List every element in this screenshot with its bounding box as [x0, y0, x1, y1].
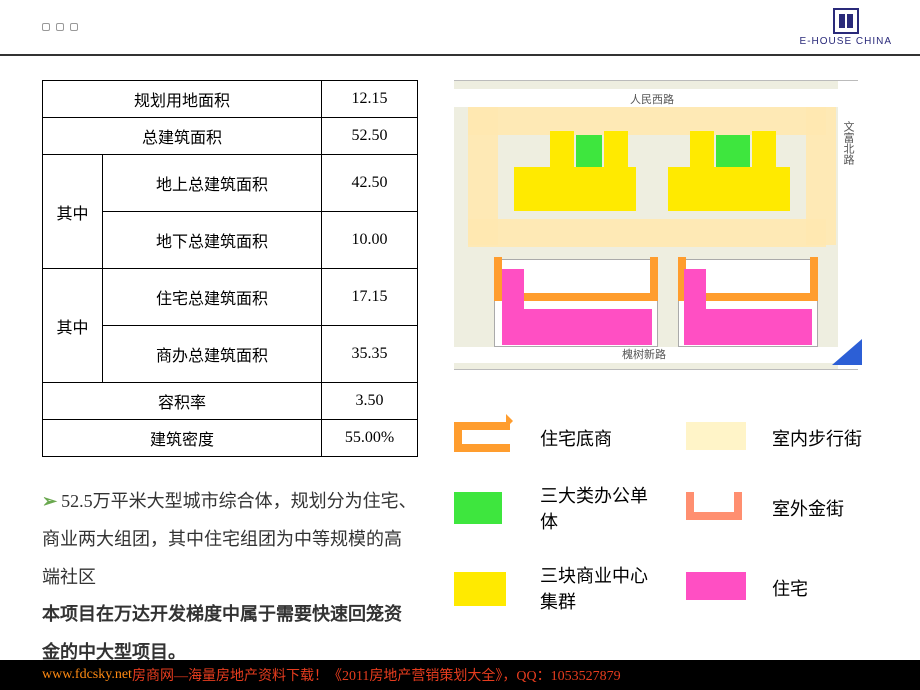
- legend-label: 室内步行街: [772, 425, 862, 451]
- legend-item: 住宅底商: [454, 422, 660, 454]
- legend-label: 室外金街: [772, 495, 844, 521]
- group-head: 其中: [43, 269, 103, 383]
- legend-label: 住宅底商: [540, 425, 612, 451]
- main-content: 规划用地面积 12.15 总建筑面积 52.50 其中 地上总建筑面积 42.5…: [0, 56, 920, 680]
- legend-item: 三块商业中心集群: [454, 562, 660, 614]
- table-row: 其中 地上总建筑面积 42.50: [43, 155, 418, 212]
- legend: 住宅底商 室内步行街 三大类办公单体 室外金街 三块商业中心集群 住宅: [454, 422, 892, 614]
- legend-item: 三大类办公单体: [454, 482, 660, 534]
- footer-bar: www.fdcsky.net 房商网—海量房地产资料下载！《2011房地产营销策…: [0, 660, 920, 690]
- metric-label: 建筑密度: [43, 420, 322, 457]
- description-block: ➢52.5万平米大型城市综合体，规划分为住宅、商业两大组团，其中住宅组团为中等规…: [42, 483, 418, 672]
- corner-marker-icon: [832, 339, 862, 365]
- table-row: 容积率 3.50: [43, 383, 418, 420]
- nav-dots: [42, 23, 78, 31]
- metric-label: 地下总建筑面积: [103, 212, 322, 269]
- road-label-bot: 槐树新路: [622, 346, 666, 362]
- footer-link[interactable]: www.fdcsky.net: [42, 667, 132, 683]
- siteplan-figure: 人民西路 槐树新路 文富北路: [454, 80, 858, 370]
- legend-item: 室内步行街: [686, 422, 892, 454]
- legend-label: 三大类办公单体: [540, 482, 660, 534]
- metric-value: 17.15: [322, 269, 418, 326]
- metrics-table: 规划用地面积 12.15 总建筑面积 52.50 其中 地上总建筑面积 42.5…: [42, 80, 418, 457]
- metric-label: 住宅总建筑面积: [103, 269, 322, 326]
- table-row: 规划用地面积 12.15: [43, 81, 418, 118]
- desc-text-1: 52.5万平米大型城市综合体，规划分为住宅、商业两大组团，其中住宅组团为中等规模…: [42, 491, 417, 587]
- road-label-right: 文富北路: [840, 121, 856, 165]
- legend-label: 住宅: [772, 575, 808, 601]
- metric-label: 规划用地面积: [43, 81, 322, 118]
- metric-label: 地上总建筑面积: [103, 155, 322, 212]
- footer-text: 房商网—海量房地产资料下载！《2011房地产营销策划大全》，QQ：1053527…: [132, 665, 621, 685]
- desc-para-1: ➢52.5万平米大型城市综合体，规划分为住宅、商业两大组团，其中住宅组团为中等规…: [42, 483, 418, 596]
- ehouse-logo: E-HOUSE CHINA: [800, 8, 892, 47]
- swatch-commercial-cluster: [454, 572, 506, 606]
- metric-label: 总建筑面积: [43, 118, 322, 155]
- legend-item: 住宅: [686, 562, 892, 614]
- metric-value: 10.00: [322, 212, 418, 269]
- metric-value: 42.50: [322, 155, 418, 212]
- swatch-office: [454, 492, 502, 524]
- header-bar: E-HOUSE CHINA: [0, 0, 920, 56]
- table-row: 总建筑面积 52.50: [43, 118, 418, 155]
- metric-value: 52.50: [322, 118, 418, 155]
- road-label-top: 人民西路: [630, 91, 674, 107]
- metric-value: 55.00%: [322, 420, 418, 457]
- metric-value: 3.50: [322, 383, 418, 420]
- swatch-residential-podium: [454, 422, 510, 452]
- bullet-arrow-icon: ➢: [42, 491, 57, 511]
- metric-value: 12.15: [322, 81, 418, 118]
- ehouse-logo-text: E-HOUSE CHINA: [800, 36, 892, 47]
- metric-label: 容积率: [43, 383, 322, 420]
- legend-item: 室外金街: [686, 482, 892, 534]
- metric-value: 35.35: [322, 326, 418, 383]
- right-column: 人民西路 槐树新路 文富北路: [454, 80, 892, 672]
- table-row: 其中 住宅总建筑面积 17.15: [43, 269, 418, 326]
- swatch-gold-street: [686, 492, 742, 520]
- ehouse-logo-icon: [833, 8, 859, 34]
- legend-label: 三块商业中心集群: [540, 562, 660, 614]
- metric-label: 商办总建筑面积: [103, 326, 322, 383]
- swatch-indoor-street: [686, 422, 746, 450]
- left-column: 规划用地面积 12.15 总建筑面积 52.50 其中 地上总建筑面积 42.5…: [42, 80, 418, 672]
- table-row: 建筑密度 55.00%: [43, 420, 418, 457]
- desc-text-2: 本项目在万达开发梯度中属于需要快速回笼资金的中大型项目。: [42, 604, 402, 662]
- group-head: 其中: [43, 155, 103, 269]
- swatch-residential: [686, 572, 746, 600]
